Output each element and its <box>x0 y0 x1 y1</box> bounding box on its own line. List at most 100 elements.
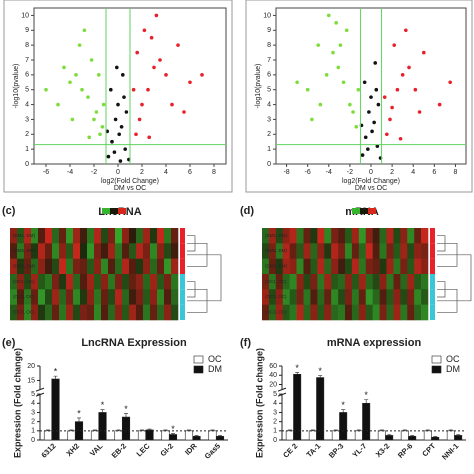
group-bar <box>430 304 435 320</box>
heatmap-cell <box>17 274 25 290</box>
heatmap-cell <box>372 304 380 321</box>
heatmap-cell <box>421 258 429 275</box>
heatmap-cell <box>421 289 429 305</box>
point <box>407 65 411 70</box>
heatmap-cell <box>324 274 332 290</box>
heatmap-cell <box>10 258 18 275</box>
point <box>94 110 99 114</box>
bar <box>137 430 147 441</box>
y-tick-label: 10 <box>21 12 29 19</box>
heatmap-cell <box>164 304 172 321</box>
point <box>134 132 138 137</box>
point <box>392 43 397 47</box>
y-tick-label: 5 <box>31 391 35 398</box>
heatmap-cell <box>108 243 116 259</box>
heatmap-cell <box>66 243 74 259</box>
bar <box>168 434 178 441</box>
bar <box>43 430 53 441</box>
y-tick-label: 6 <box>267 72 271 79</box>
y-tick-label: 1 <box>25 146 29 153</box>
y-tick-label: 7 <box>25 57 29 64</box>
heatmap-cell <box>400 228 408 244</box>
row-label: (OC3, OC) <box>265 310 287 315</box>
error-bar <box>456 434 461 436</box>
y-tick-label: 8 <box>267 42 271 49</box>
point <box>109 87 113 92</box>
heatmap-cell <box>31 228 39 244</box>
heatmap-cell <box>59 289 67 305</box>
point <box>101 102 106 107</box>
point <box>376 102 381 107</box>
heatmap-cell <box>303 274 311 290</box>
heatmap-cell <box>136 274 144 290</box>
heatmap-cell <box>262 258 270 275</box>
heatmap-cell <box>358 304 367 321</box>
heatmap-cell <box>59 243 67 259</box>
error-bar <box>171 433 176 435</box>
x-tick-label: -8 <box>283 169 289 176</box>
heatmap-cell <box>310 274 318 290</box>
heatmap-cell <box>129 258 137 275</box>
group-bar <box>180 304 185 320</box>
heatmap-cell <box>24 258 32 275</box>
point <box>348 102 352 107</box>
x-tick-label: -2 <box>91 169 97 176</box>
error-bar <box>387 434 392 436</box>
heatmap-cell <box>52 304 60 321</box>
point <box>413 87 418 92</box>
point <box>74 73 78 77</box>
x-tick-label: 8 <box>212 169 216 176</box>
color-key <box>110 208 118 214</box>
point <box>110 139 114 144</box>
y-tick-label: 7 <box>267 57 271 64</box>
heatmap-cell <box>52 243 60 259</box>
heatmap-cell <box>157 258 165 275</box>
point <box>124 110 129 114</box>
heatmap-cell <box>310 228 318 244</box>
point <box>89 58 94 62</box>
heatmap-cell <box>115 289 123 305</box>
heatmap-cell <box>262 304 270 321</box>
heatmap-cell <box>122 228 130 244</box>
heatmap-cell <box>282 274 290 290</box>
subtitle: DM vs OC <box>355 185 387 192</box>
bar <box>377 430 386 441</box>
legend-swatch <box>193 365 204 374</box>
heatmap-cell <box>108 258 116 275</box>
heatmap-cell <box>296 228 304 244</box>
heatmap-cell <box>324 258 332 275</box>
heatmap-cell <box>268 274 277 290</box>
heatmap-cell <box>108 274 116 290</box>
y-tick-label: 1 <box>273 428 277 435</box>
heatmap-cell <box>171 243 179 259</box>
error-bar <box>287 429 292 431</box>
point <box>336 65 341 70</box>
heatmap-cell <box>386 274 394 290</box>
heatmap-cell <box>407 274 415 290</box>
heatmap-cell <box>262 243 270 259</box>
heatmap-cell <box>10 289 18 305</box>
x-tick-label: 4 <box>164 169 168 176</box>
heatmap-cell <box>52 289 60 305</box>
heatmap-cell <box>31 304 39 321</box>
heatmap-cell <box>310 304 318 321</box>
point <box>121 73 125 77</box>
point <box>77 43 82 47</box>
bar <box>114 430 123 441</box>
error-bar <box>194 435 199 437</box>
y-tick-label: 2 <box>31 418 35 425</box>
point <box>44 87 48 92</box>
point <box>334 21 338 25</box>
y-tick-label: 20 <box>269 381 277 388</box>
heatmap-cell <box>365 304 373 321</box>
heatmap-cell <box>80 243 88 259</box>
y-tick-label: 2 <box>273 418 277 425</box>
heatmap-cell <box>10 243 18 259</box>
heatmap-cell <box>386 304 394 321</box>
row-label: (OC2, OC) <box>265 294 287 299</box>
legend-swatch <box>431 365 442 374</box>
heatmap-cell <box>358 243 367 259</box>
heatmap-cell <box>24 289 32 305</box>
x-tick-label: RP-6 <box>396 441 414 459</box>
